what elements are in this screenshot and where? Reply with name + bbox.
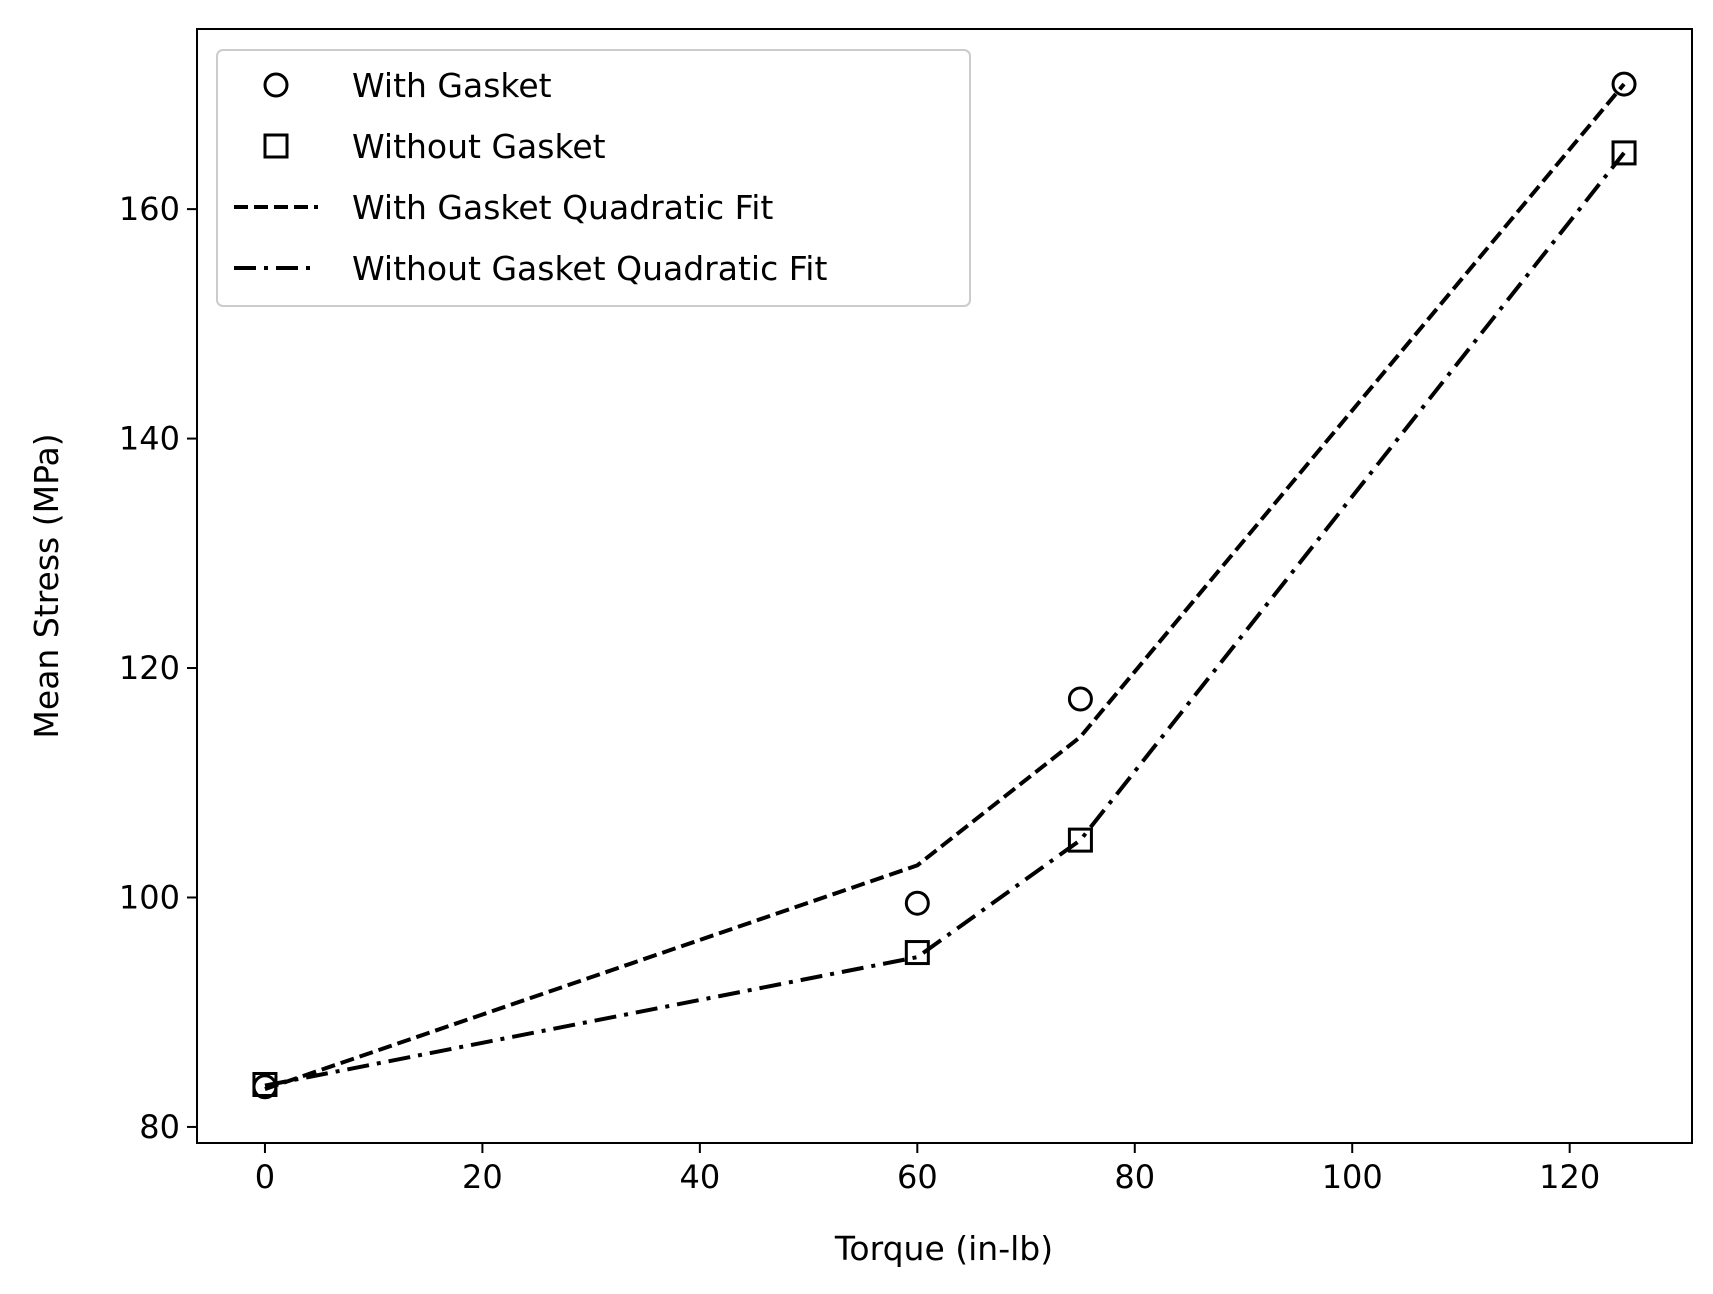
y-axis-label: Mean Stress (MPa) [27,433,66,738]
data-point-without-gasket [252,1071,278,1097]
plot-frame [196,28,1693,1144]
y-tick-label: 120 [119,649,180,687]
legend: With Gasket Without Gasket With Gasket Qua… [216,49,971,307]
plot-markers [252,71,1637,1100]
data-point-without-gasket [1611,140,1637,166]
x-tick-label: 0 [255,1158,275,1196]
x-axis-ticks: 0 20 40 60 80 100 120 [255,1143,1600,1196]
y-tick-label: 160 [119,190,180,228]
x-tick-label: 40 [680,1158,721,1196]
legend-label-with-gasket: With Gasket [352,66,552,105]
data-point-with-gasket [904,890,930,916]
x-axis-label: Torque (in-lb) [834,1229,1053,1268]
x-tick-label: 60 [897,1158,938,1196]
legend-frame [216,49,971,307]
plot-lines [264,82,1626,1091]
data-point-without-gasket [904,940,930,966]
legend-label-without-gasket-quadratic-fit: Without Gasket Quadratic Fit [352,249,827,288]
legend-label-without-gasket: Without Gasket [352,127,606,166]
legend-swatch-with-gasket [263,72,289,98]
legend-label-with-gasket-quadratic-fit: With Gasket Quadratic Fit [352,188,773,227]
x-tick-label: 20 [462,1158,503,1196]
series-line-with-gasket-quadratic-fit [264,82,1626,1091]
y-tick-label: 100 [119,878,180,916]
data-point-with-gasket [1611,71,1637,97]
y-axis-ticks: 80 100 120 140 160 [119,190,197,1146]
y-tick-label: 80 [139,1108,180,1146]
y-tick-label: 140 [119,420,180,458]
x-tick-label: 80 [1114,1158,1155,1196]
x-tick-label: 120 [1539,1158,1600,1196]
data-point-with-gasket [1067,686,1093,712]
data-point-without-gasket [1067,827,1093,853]
series-line-without-gasket-quadratic-fit [264,151,1626,1088]
x-tick-label: 100 [1322,1158,1383,1196]
legend-swatch-without-gasket [263,133,289,159]
